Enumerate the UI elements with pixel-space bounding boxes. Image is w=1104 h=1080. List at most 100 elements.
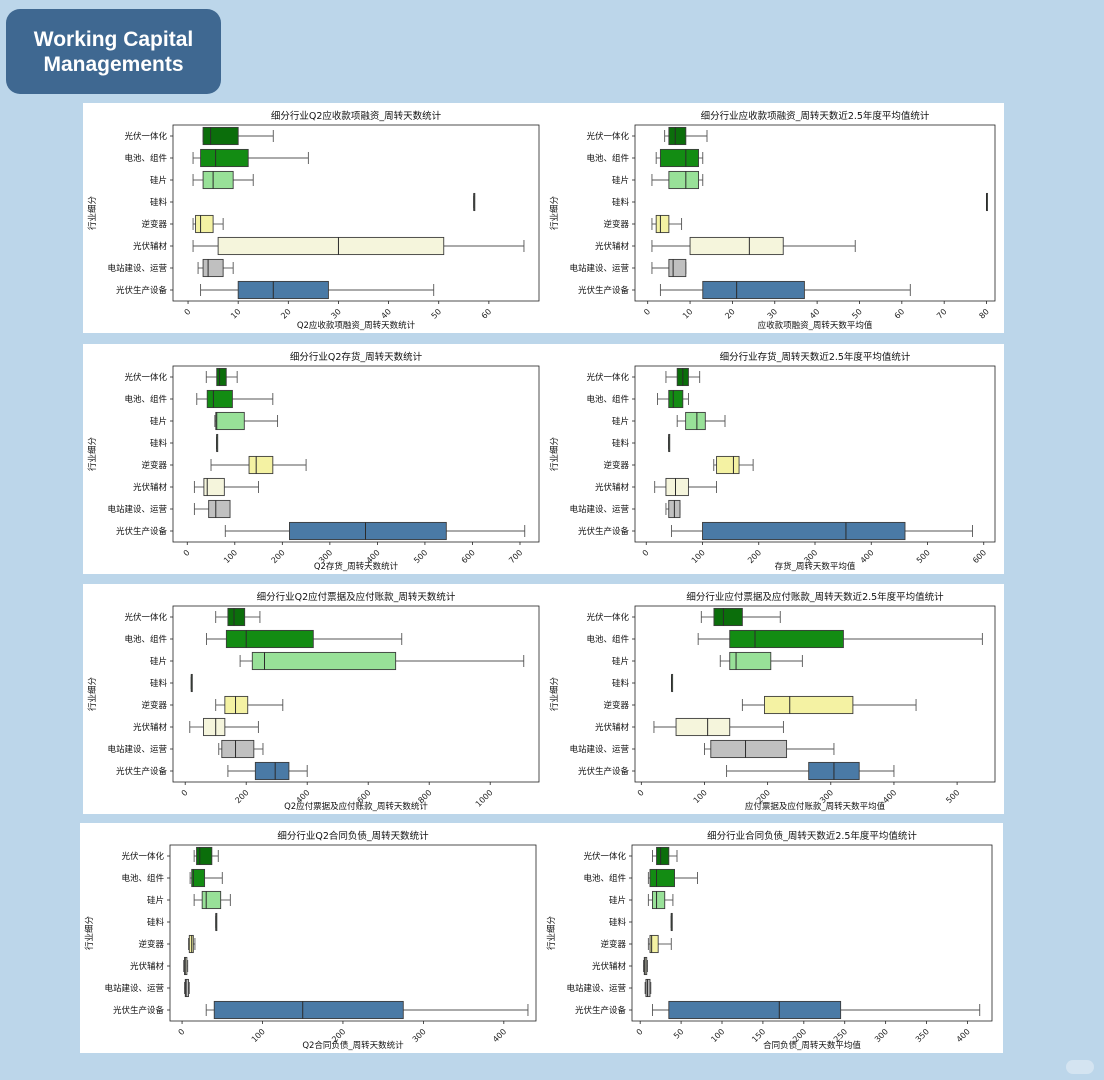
y-tick-label: 光伏生产设备	[116, 526, 168, 537]
y-tick-label: 硅料	[612, 197, 630, 208]
box-body	[191, 868, 206, 888]
x-tick-label: 600	[971, 548, 988, 565]
y-tick-label: 电池、组件	[586, 153, 629, 164]
x-tick-label: 80	[977, 307, 991, 321]
y-tick-label: 光伏辅材	[592, 961, 627, 972]
box-body	[203, 477, 225, 497]
x-tick-label: 40	[808, 307, 822, 321]
y-tick-label: 硅料	[150, 197, 168, 208]
y-tick-label: 光伏辅材	[595, 241, 630, 252]
x-tick-label: 60	[480, 307, 494, 321]
box-body	[702, 521, 906, 541]
x-tick-label: 70	[935, 307, 949, 321]
y-tick-label: 电池、组件	[586, 634, 629, 645]
x-tick-label: 200	[746, 548, 763, 565]
box-body	[254, 761, 290, 781]
y-tick-label: 光伏一体化	[121, 851, 164, 862]
x-tick-label: 40	[379, 307, 393, 321]
y-tick-label: 光伏一体化	[583, 851, 626, 862]
x-tick-label: 400	[491, 1027, 508, 1044]
y-tick-label: 光伏生产设备	[113, 1005, 165, 1016]
y-tick-label: 逆变器	[138, 939, 164, 950]
box-body	[668, 170, 699, 190]
box-body	[216, 367, 227, 387]
box-body	[675, 717, 731, 737]
y-axis-label: 行业细分	[549, 196, 560, 231]
x-tick-label: 10	[229, 307, 243, 321]
chart-row-4: 细分行业Q2合同负债_周转天数统计 行业细分 Q2合同负债_周转天数统计 0 100 20…	[80, 823, 1003, 1053]
header-title-line1: Working Capital	[33, 27, 194, 51]
x-tick-label: 200	[233, 788, 250, 805]
box-body	[649, 934, 659, 954]
x-tick-label: 400	[881, 788, 898, 805]
y-tick-label: 光伏一体化	[124, 131, 167, 142]
chart-title: 细分行业合同负债_周转天数近2.5年度平均值统计	[707, 830, 917, 842]
box-body	[221, 739, 255, 759]
x-tick-label: 0	[641, 548, 651, 558]
y-tick-label: 电站建设、运营	[569, 504, 629, 515]
x-axis-label: Q2合同负债_周转天数统计	[302, 1040, 404, 1051]
y-tick-label: 光伏辅材	[595, 722, 630, 733]
x-axis-label: Q2存货_周转天数统计	[314, 561, 399, 572]
x-tick-label: 500	[915, 548, 932, 565]
box-body	[685, 411, 706, 431]
box-body	[224, 695, 249, 715]
y-tick-label: 逆变器	[603, 700, 629, 711]
y-tick-label: 硅片	[612, 656, 629, 667]
x-tick-label: 0	[636, 788, 646, 798]
box-body	[655, 214, 670, 234]
y-tick-label: 硅片	[609, 895, 626, 906]
x-tick-label: 100	[709, 1027, 726, 1044]
y-tick-label: 硅片	[612, 175, 629, 186]
y-tick-label: 逆变器	[603, 460, 629, 471]
chart-title: 细分行业应收款项融资_周转天数近2.5年度平均值统计	[701, 110, 930, 122]
y-tick-label: 逆变器	[600, 939, 626, 950]
y-tick-label: 光伏辅材	[130, 961, 165, 972]
y-tick-label: 电站建设、运营	[107, 744, 167, 755]
y-axis-label: 行业细分	[87, 437, 98, 472]
x-axis-label: 存货_周转天数平均值	[775, 561, 856, 572]
axes-frame	[172, 365, 540, 543]
y-axis-label: 行业细分	[549, 677, 560, 712]
box-body	[668, 258, 687, 278]
box-body	[668, 126, 687, 146]
y-tick-label: 光伏一体化	[586, 372, 629, 383]
x-tick-label: 400	[858, 548, 875, 565]
y-tick-label: 硅片	[612, 416, 629, 427]
y-tick-label: 光伏一体化	[586, 612, 629, 623]
y-tick-label: 电池、组件	[124, 394, 167, 405]
y-tick-label: 逆变器	[141, 460, 167, 471]
x-axis-label: Q2应收款项融资_周转天数统计	[297, 320, 416, 331]
x-tick-label: 50	[430, 307, 444, 321]
chart-title: 细分行业Q2合同负债_周转天数统计	[277, 830, 429, 842]
box-body	[689, 236, 784, 256]
y-axis-label: 行业细分	[549, 437, 560, 472]
axes-frame	[634, 124, 996, 302]
y-tick-label: 光伏一体化	[124, 372, 167, 383]
y-tick-label: 硅片	[147, 895, 164, 906]
axes-frame	[172, 605, 540, 783]
box-body	[237, 280, 329, 300]
x-tick-label: 20	[279, 307, 293, 321]
box-body	[729, 629, 844, 649]
axes-frame	[634, 605, 996, 783]
y-tick-label: 硅料	[612, 678, 630, 689]
x-tick-label: 0	[180, 788, 190, 798]
x-tick-label: 100	[222, 548, 239, 565]
box-body	[208, 499, 231, 519]
box-body	[201, 890, 222, 910]
x-tick-label: 10	[681, 307, 695, 321]
box-body	[227, 607, 246, 627]
box-body	[202, 126, 239, 146]
x-tick-label: 500	[944, 788, 961, 805]
box-body	[184, 978, 189, 998]
box-body	[200, 148, 249, 168]
y-tick-label: 光伏辅材	[595, 482, 630, 493]
y-tick-label: 硅料	[150, 678, 168, 689]
y-tick-label: 光伏生产设备	[575, 1005, 627, 1016]
x-tick-label: 30	[329, 307, 343, 321]
x-axis-label: 应付票据及应付账款_周转天数平均值	[745, 801, 886, 812]
y-tick-label: 硅片	[150, 656, 167, 667]
box-body	[202, 170, 234, 190]
